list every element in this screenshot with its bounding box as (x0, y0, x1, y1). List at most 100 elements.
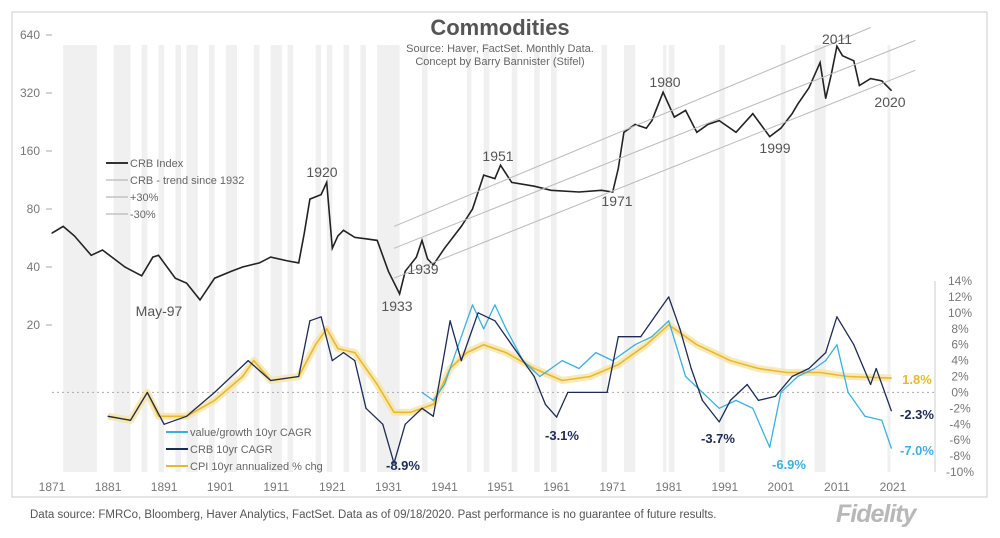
series-point (836, 344, 838, 346)
series-point (729, 359, 732, 362)
series-point (432, 403, 434, 405)
series-point (595, 352, 597, 354)
y-tick-label: 320 (20, 86, 40, 100)
x-tick-label: 1981 (655, 480, 682, 494)
x-tick-label: 1921 (319, 480, 346, 494)
series-point (460, 336, 462, 338)
annotation-1999: 1999 (759, 140, 790, 156)
series-point (393, 411, 395, 413)
crb-index-point (600, 189, 603, 191)
recession-band (208, 45, 215, 472)
cpi-glow (107, 321, 892, 424)
series-point (157, 415, 160, 417)
annotation-2011: 2011 (822, 31, 852, 47)
crb-index-point (791, 113, 793, 115)
crb-index-point (511, 181, 513, 183)
x-tick-label: 1871 (39, 480, 66, 494)
crb-index-point (90, 254, 92, 256)
series-point (836, 316, 838, 318)
crb-index-point (752, 113, 754, 115)
crb-index-point (157, 254, 160, 256)
series-point (701, 399, 703, 401)
crb-index-point (841, 55, 844, 57)
x-tick-label: 2001 (768, 480, 795, 494)
crb-index-point (617, 167, 619, 169)
crb-index-point (174, 277, 176, 279)
series-point (354, 352, 356, 354)
series-point (365, 407, 367, 409)
series-point (556, 416, 558, 418)
crb-index-point (421, 239, 423, 241)
recession-band (550, 45, 557, 472)
chart-subtitle: Concept by Barry Bannister (Stifel) (415, 56, 584, 68)
crb-index-point (387, 270, 389, 272)
series-point (890, 377, 892, 379)
legend-label: CRB 10yr CAGR (190, 444, 273, 456)
series-point (746, 383, 748, 386)
series-point (376, 383, 378, 386)
series-point (634, 344, 636, 346)
crb-index-point (303, 232, 305, 234)
crb-index-point (550, 189, 552, 191)
series-point (864, 415, 866, 417)
x-tick-label: 1971 (599, 480, 626, 494)
series-point (483, 344, 485, 346)
crb-index-point (376, 239, 378, 241)
series-point (382, 423, 384, 425)
series-point (617, 363, 619, 366)
recession-band (814, 45, 826, 472)
series-point (466, 352, 468, 354)
crb-index-point (634, 123, 636, 125)
y-tick-label: 20 (27, 318, 41, 332)
series-point (757, 399, 760, 401)
crb-index-point (286, 260, 289, 262)
crb-index-point (415, 256, 418, 258)
chart-title: Commodities (430, 15, 569, 40)
right-tick-label: 0% (951, 385, 969, 399)
series-point (780, 391, 782, 394)
x-tick-label: 1991 (711, 480, 738, 494)
recession-band (326, 45, 333, 472)
crb-index-point (365, 238, 367, 240)
series-point (314, 344, 317, 346)
crb-index-point (270, 256, 272, 258)
crb-index-point (612, 191, 614, 193)
recession-band (887, 45, 891, 472)
series-point (890, 410, 892, 412)
series-point (584, 391, 586, 394)
crb-index-point (342, 229, 345, 231)
series-point (533, 375, 535, 378)
series-point (539, 375, 541, 378)
legend-label: value/growth 10yr CAGR (190, 427, 312, 439)
crb-index-point (869, 78, 872, 80)
right-tick-label: 4% (951, 354, 969, 368)
series-point (421, 391, 423, 394)
crb-index-point (404, 270, 406, 272)
crb-index-point (258, 262, 261, 264)
series-point (544, 403, 546, 405)
crb-index-point (298, 262, 300, 264)
recession-band (511, 45, 518, 472)
series-line-value-growth-10yr-cagr (421, 304, 892, 449)
crb-index-point (819, 62, 821, 64)
series-point (107, 415, 109, 417)
series-point (163, 423, 165, 425)
annotation-pct: 1.8% (902, 372, 932, 387)
right-tick-label: -10% (946, 465, 974, 479)
legend-label: CPI 10yr annualized % chg (190, 461, 323, 473)
right-tick-label: 6% (951, 338, 969, 352)
recession-band (175, 45, 181, 472)
crb-index-point (320, 194, 322, 196)
annotation-pct: -3.1% (545, 428, 579, 443)
series-point (253, 359, 255, 362)
crb-index-point (858, 84, 860, 87)
series-point (651, 336, 653, 338)
x-tick-label: 1881 (95, 480, 122, 494)
series-point (505, 328, 507, 330)
crb-index-point (825, 97, 827, 100)
series-point (129, 419, 132, 421)
series-point (213, 399, 216, 401)
crb-index-point (718, 120, 720, 122)
crb-index-point (578, 191, 580, 193)
